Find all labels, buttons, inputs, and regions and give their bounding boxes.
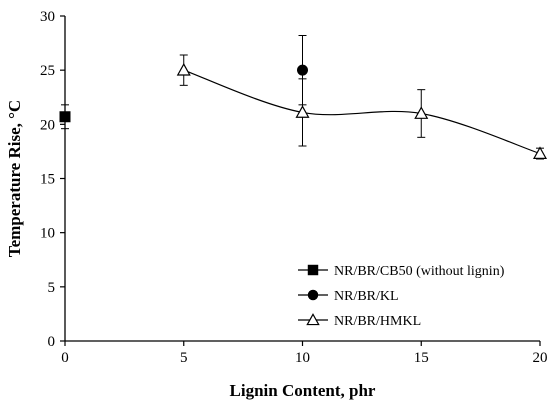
y-tick-label: 0 bbox=[48, 334, 56, 350]
square-marker bbox=[59, 111, 71, 123]
series-line bbox=[183, 69, 541, 155]
circle-marker bbox=[307, 289, 319, 301]
x-axis-title: Lignin Content, phr bbox=[230, 381, 376, 400]
circle-marker bbox=[297, 64, 308, 76]
triangle-marker bbox=[295, 105, 310, 118]
x-tick-label: 10 bbox=[295, 350, 310, 366]
triangle-marker bbox=[306, 313, 320, 326]
triangle-marker bbox=[532, 146, 548, 159]
square-marker bbox=[307, 264, 319, 276]
y-tick-label: 10 bbox=[40, 226, 55, 242]
axis-ticks: 0 5 10 15 20 25 30 0 5 10 15 20 bbox=[40, 9, 548, 366]
y-tick-label: 20 bbox=[40, 117, 55, 133]
data-markers bbox=[59, 62, 548, 159]
y-tick-label: 25 bbox=[40, 63, 55, 79]
legend-label: NR/BR/HMKL bbox=[334, 314, 421, 329]
y-axis-title: Temperature Rise, °C bbox=[5, 100, 24, 257]
series-lines bbox=[183, 69, 541, 155]
legend: NR/BR/CB50 (without lignin) NR/BR/KL NR/BR… bbox=[298, 264, 505, 329]
triangle-marker bbox=[176, 62, 191, 76]
y-tick-label: 15 bbox=[40, 172, 55, 188]
triangle-marker bbox=[414, 106, 429, 119]
legend-label: NR/BR/CB50 (without lignin) bbox=[334, 264, 505, 279]
legend-label: NR/BR/KL bbox=[334, 289, 399, 304]
y-tick-label: 5 bbox=[48, 280, 56, 296]
x-tick-label: 15 bbox=[414, 350, 429, 366]
x-tick-label: 0 bbox=[61, 350, 69, 366]
x-tick-label: 20 bbox=[533, 350, 548, 366]
error-bars bbox=[61, 35, 544, 160]
y-tick-label: 30 bbox=[40, 9, 55, 25]
x-tick-label: 5 bbox=[180, 350, 188, 366]
